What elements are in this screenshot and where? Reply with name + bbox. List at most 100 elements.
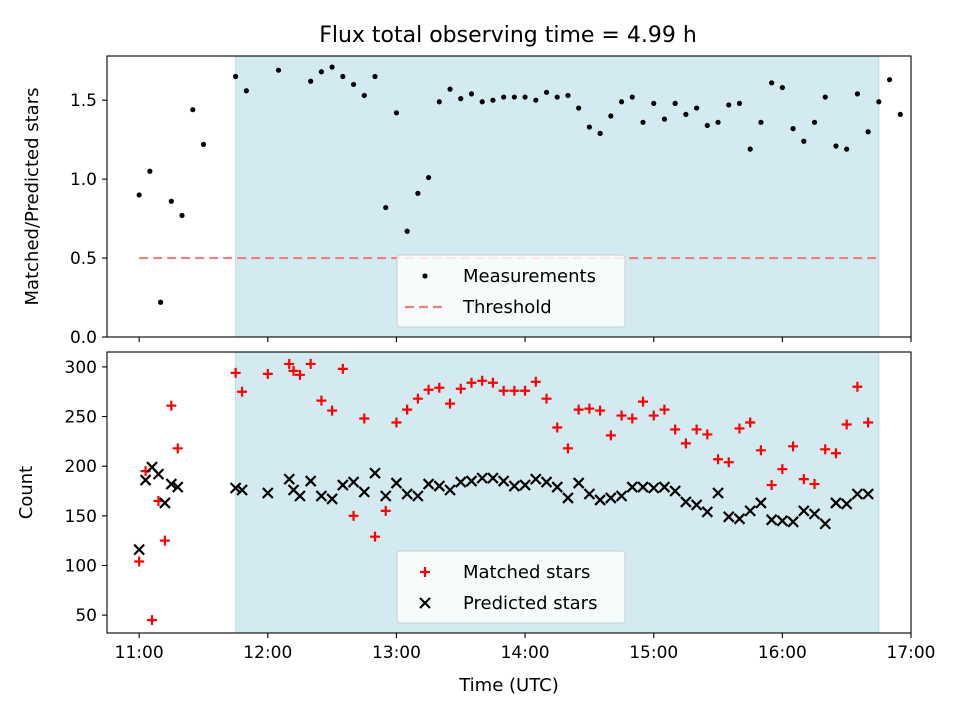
matched-stars-point: [359, 413, 370, 424]
x-tick-label: 12:00: [243, 643, 292, 663]
matched-stars-point: [863, 417, 874, 428]
measurements-point: [383, 204, 389, 211]
y-tick-label: 150: [65, 507, 97, 527]
x-tick-label: 11:00: [115, 643, 164, 663]
measurements-point: [704, 122, 710, 129]
measurements-point: [694, 105, 700, 111]
measurements-point: [822, 94, 828, 100]
predicted-stars-point: [701, 506, 714, 518]
matched-stars-point: [713, 454, 724, 465]
y-tick-label: 1.0: [70, 170, 97, 190]
predicted-stars-point: [465, 475, 478, 487]
measurements-point: [147, 168, 153, 174]
matched-stars-point: [166, 400, 177, 411]
matched-stars-point: [755, 445, 766, 456]
measurements-point: [726, 102, 732, 108]
predicted-stars-point: [358, 486, 371, 498]
legend-label-measurements: Measurements: [463, 266, 596, 287]
predicted-stars-point: [139, 474, 152, 486]
matched-stars-point: [798, 474, 809, 485]
measurements-point: [565, 92, 571, 99]
bottom-panel: 11:00 12:00 13:00 14:00 15:00 16:00 17:00 50 100…: [16, 351, 936, 696]
predicted-stars-point: [840, 498, 853, 510]
measurements-point: [586, 124, 593, 130]
predicted-stars-point: [369, 467, 381, 479]
y-axis-label: Matched/Predicted stars: [22, 88, 43, 306]
x-axis-label: Time (UTC): [458, 675, 559, 696]
predicted-stars-point: [165, 478, 178, 490]
measurements-point: [447, 86, 453, 92]
measurements-point: [758, 119, 764, 125]
predicted-stars-point: [326, 493, 338, 505]
matched-stars-point: [702, 429, 713, 440]
predicted-stars-point: [862, 488, 874, 500]
predicted-stars-point: [401, 488, 413, 500]
measurements-point: [308, 78, 314, 84]
legend-handle-matched-stars: [420, 567, 430, 577]
matched-stars-point: [455, 383, 466, 394]
matched-stars-point: [648, 410, 659, 421]
matched-stars-point: [595, 405, 606, 416]
measurements-point: [769, 80, 775, 86]
measurements-point: [629, 94, 635, 100]
predicted-stars-point: [519, 479, 531, 491]
matched-stars-point: [605, 430, 616, 441]
y-tick-label: 250: [65, 408, 97, 428]
predicted-stars-point: [690, 499, 703, 511]
predicted-stars-point: [712, 487, 724, 499]
predicted-stars-point: [722, 511, 735, 523]
measurements-point: [350, 81, 357, 88]
predicted-stars-point: [315, 490, 328, 502]
matched-stars-point: [616, 410, 627, 421]
matched-stars-point: [788, 441, 799, 452]
legend: Measurements Threshold: [396, 254, 626, 328]
matched-stars-point: [288, 365, 299, 376]
predicted-stars-point: [454, 476, 467, 488]
matched-stars-point: [627, 413, 638, 424]
measurements-point: [458, 96, 464, 102]
predicted-stars-point: [658, 481, 671, 493]
matched-stars-point: [327, 405, 338, 416]
matched-stars-point: [852, 381, 863, 392]
measurements-point: [801, 138, 807, 144]
matched-stars-point: [530, 376, 541, 387]
measurements-point: [233, 73, 239, 80]
matched-stars-point: [487, 377, 498, 388]
predicted-stars-point: [819, 517, 832, 530]
measurements-point: [651, 100, 657, 106]
measurements-point: [168, 198, 174, 204]
matched-stars-point: [402, 404, 413, 415]
predicted-stars-point: [171, 481, 184, 493]
measurements-point: [608, 113, 614, 119]
predicted-stars-point: [605, 492, 617, 504]
predicted-stars-point: [851, 488, 864, 500]
matched-stars-point: [305, 358, 316, 369]
measurements-point: [811, 119, 818, 125]
matched-stars-point: [262, 368, 273, 379]
matched-stars-point: [380, 505, 391, 516]
legend-label-predicted-stars: Predicted stars: [463, 593, 597, 614]
measurements-point: [618, 99, 625, 105]
predicted-stars-point: [776, 515, 789, 527]
predicted-stars-point: [294, 490, 306, 502]
measurements-point: [275, 67, 282, 73]
predicted-stars-point: [444, 484, 456, 496]
matched-stars-point: [680, 438, 691, 449]
measurements-point: [501, 94, 507, 100]
matched-stars-point: [820, 444, 831, 455]
y-tick-label: 100: [65, 556, 97, 576]
measurements-point: [340, 73, 346, 80]
predicted-stars-point: [133, 543, 145, 556]
matched-stars-point: [370, 531, 380, 542]
y-tick-label: 200: [65, 457, 97, 477]
measurements-point: [243, 88, 249, 94]
matched-stars-point: [766, 480, 777, 491]
top-panel: 0.0 0.5 1.0 1.5 Matched/Predicted stars Measu…: [22, 55, 912, 348]
matched-stars-point: [159, 535, 170, 546]
matched-stars-point: [237, 386, 248, 397]
predicted-stars-point: [787, 516, 799, 528]
predicted-stars-point: [236, 484, 248, 496]
predicted-stars-point: [487, 472, 499, 484]
matched-stars-point: [434, 382, 445, 393]
measurements-point: [661, 116, 668, 122]
